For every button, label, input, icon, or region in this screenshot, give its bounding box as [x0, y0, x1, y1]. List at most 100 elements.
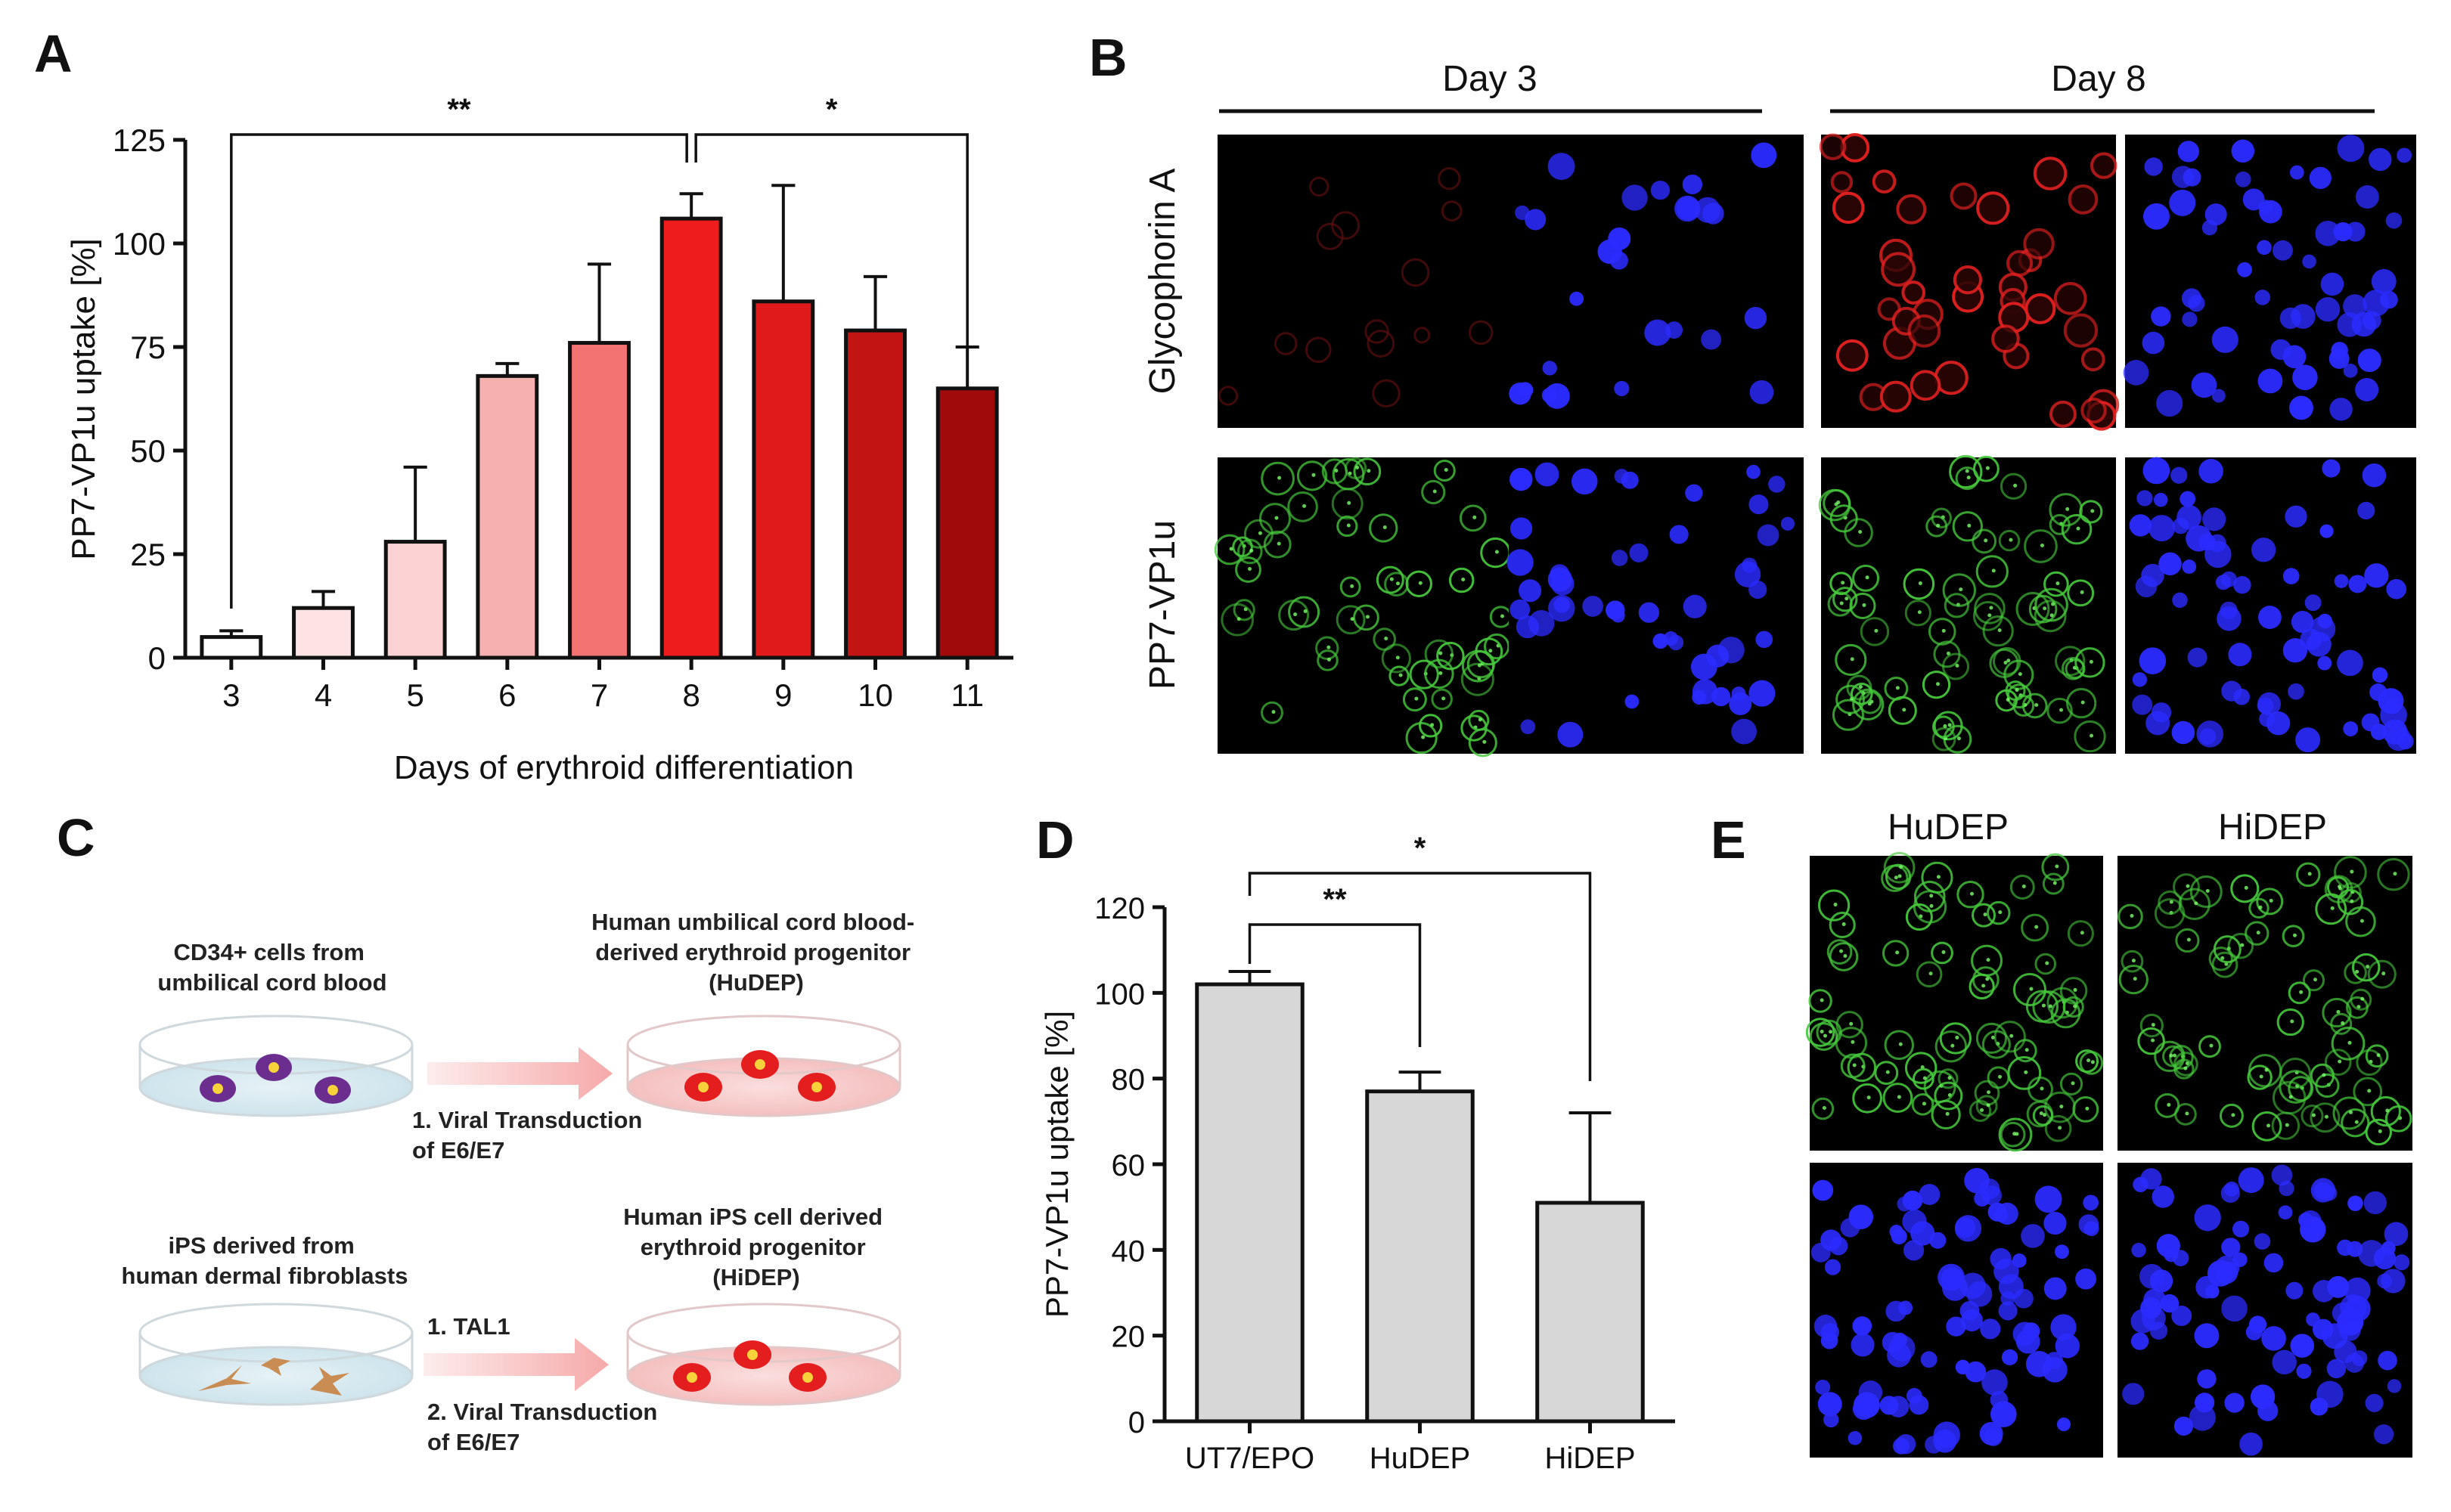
green-cell: [1916, 961, 1943, 988]
nucleus: [2296, 1363, 2312, 1379]
green-puncta: [1326, 657, 1331, 662]
green-cell: [2000, 472, 2028, 500]
nucleus: [1644, 319, 1671, 346]
red-cell-faint: [1372, 379, 1401, 407]
green-cell: [1884, 1030, 1914, 1061]
green-cell: [2279, 1070, 2313, 1104]
nucleus: [1541, 387, 1558, 404]
green-puncta: [2266, 1123, 2271, 1128]
green-puncta: [2034, 925, 2039, 929]
nucleus: [2201, 220, 2217, 236]
micrograph-b-day8-glycophorin: [1819, 132, 2120, 431]
green-puncta: [1478, 717, 1482, 722]
green-cell: [1969, 1099, 1992, 1122]
nucleus: [1852, 1316, 1872, 1336]
green-cell: [2282, 925, 2305, 948]
green-cell: [1296, 460, 1328, 491]
chart-d-significance: ***: [1248, 832, 1592, 1081]
green-cell: [2332, 1096, 2366, 1130]
nucleus: [2355, 377, 2379, 401]
green-cell: [1882, 1083, 1913, 1113]
nucleus: [2238, 1167, 2264, 1194]
green-puncta: [2381, 971, 2386, 976]
nucleus: [2282, 568, 2300, 584]
micrograph-e-hidep-pp7: [2117, 856, 2412, 1151]
panel-e-micrographs: [1805, 851, 2412, 1458]
nucleus: [2228, 643, 2252, 667]
nucleus: [2183, 168, 2201, 187]
green-puncta: [2299, 990, 2304, 994]
green-cell: [1419, 714, 1443, 738]
green-puncta: [1271, 710, 1276, 714]
red-cell: [2033, 156, 2068, 191]
green-cell: [1972, 601, 2003, 631]
green-puncta: [1823, 1033, 1827, 1038]
green-cell: [2367, 959, 2397, 989]
green-puncta: [2194, 901, 2198, 906]
green-puncta: [1500, 614, 1505, 618]
green-puncta: [1236, 617, 1241, 621]
green-puncta: [2151, 1038, 2155, 1043]
nucleus: [2258, 606, 2282, 629]
nucleus: [2365, 1393, 2384, 1412]
green-puncta: [1438, 671, 1443, 675]
nucleus: [1888, 1334, 1916, 1362]
nucleus: [1520, 719, 1536, 735]
nucleus: [1751, 142, 1777, 169]
green-puncta: [2350, 869, 2354, 874]
green-cell: [2117, 903, 2143, 930]
nucleus: [2285, 505, 2307, 528]
green-puncta: [1922, 1076, 1927, 1080]
nucleus: [2355, 185, 2379, 209]
green-cell: [2155, 1092, 2180, 1118]
green-puncta: [1866, 1095, 1871, 1100]
green-puncta: [2209, 1043, 2214, 1048]
green-puncta: [1441, 696, 1446, 701]
nucleus: [2232, 1220, 2250, 1238]
nucleus: [1690, 653, 1717, 680]
panel-b-micrographs: [1214, 132, 2416, 758]
green-cell: [1827, 591, 1853, 617]
nucleus: [1597, 239, 1622, 265]
green-cell: [1460, 662, 1494, 696]
green-cell: [1840, 1053, 1866, 1079]
green-puncta: [1822, 1106, 1826, 1111]
green-puncta: [2029, 987, 2034, 991]
green-puncta: [1865, 575, 1869, 580]
green-puncta: [2073, 1004, 2077, 1009]
nucleus: [2380, 702, 2407, 729]
nucleus: [1946, 1316, 1966, 1337]
nucleus: [1941, 1267, 1964, 1290]
nucleus: [1848, 1430, 1863, 1445]
nucleus: [2394, 1254, 2410, 1271]
green-puncta: [2378, 1129, 2382, 1133]
micrograph-b-day3-dapi: [1509, 135, 1804, 428]
green-cell: [2189, 875, 2223, 909]
nucleus: [2132, 694, 2153, 715]
green-cell: [2012, 973, 2046, 1007]
panel-c: C CD34+ cells from umbilical cord blood …: [57, 808, 914, 1455]
green-puncta: [2367, 1089, 2372, 1093]
green-cell: [2043, 571, 2069, 597]
red-cell: [1991, 324, 2020, 353]
green-puncta: [2045, 961, 2049, 965]
green-puncta: [1350, 584, 1354, 588]
green-puncta: [1850, 657, 1854, 662]
nucleus: [1955, 1359, 1971, 1375]
green-cell: [1369, 513, 1398, 543]
green-puncta: [1894, 875, 1898, 880]
green-puncta: [2024, 1048, 2029, 1052]
green-puncta: [2244, 885, 2248, 890]
nucleus: [1682, 174, 1703, 195]
c-bottom-source-dish: [138, 1303, 414, 1406]
green-cell: [1921, 861, 1953, 894]
chart-a-bar: [568, 341, 631, 660]
nucleus: [2148, 515, 2175, 542]
green-cell: [2334, 856, 2367, 889]
red-cell-faint: [1305, 336, 1332, 364]
green-cell: [1995, 689, 2018, 712]
red-cell: [1830, 171, 1854, 194]
nucleus: [2198, 458, 2223, 484]
green-cell: [1339, 576, 1361, 598]
green-puncta: [2169, 900, 2173, 904]
